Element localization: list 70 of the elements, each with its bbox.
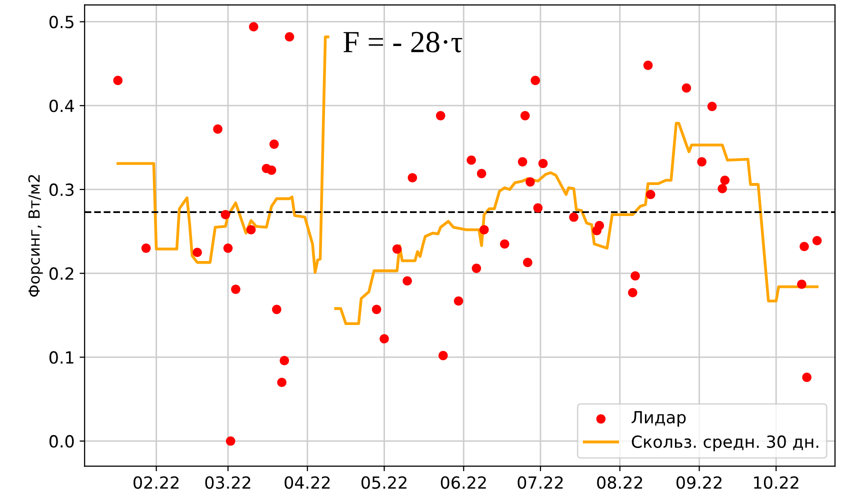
point [277, 378, 286, 388]
point [226, 436, 236, 446]
x-tick-label: 06.22 [440, 476, 486, 489]
x-tick-label: 08.22 [597, 476, 642, 489]
point [438, 350, 448, 360]
point [472, 264, 482, 273]
x-tick-label: 04.22 [284, 476, 330, 489]
point [479, 225, 489, 234]
point [628, 288, 638, 298]
y-axis-title: Форсинг, Вт/м2 [28, 175, 43, 297]
point [802, 372, 812, 382]
y-tick-label: 0.0 [49, 435, 74, 448]
point [718, 184, 727, 194]
y-tick-label: 0.5 [49, 16, 74, 28]
point [594, 220, 604, 230]
point [797, 280, 806, 289]
point [707, 102, 717, 112]
point [569, 212, 578, 222]
point [454, 296, 464, 306]
point [246, 225, 256, 234]
point [231, 284, 240, 294]
point [220, 210, 230, 220]
point [526, 177, 535, 187]
point [518, 157, 528, 166]
x-tick-label: 07.22 [518, 476, 563, 489]
point [682, 83, 692, 93]
point [266, 166, 276, 175]
point [380, 334, 389, 344]
point [436, 111, 446, 120]
point [476, 168, 486, 178]
point [408, 173, 418, 182]
point [530, 76, 540, 86]
point [646, 190, 656, 200]
point [812, 236, 822, 246]
point [538, 158, 548, 168]
annotation: F = - 28·τ [344, 32, 462, 52]
x-tick-label: 05.22 [361, 476, 406, 489]
point [466, 155, 476, 165]
point [520, 111, 530, 120]
point [643, 60, 653, 70]
point [800, 242, 809, 252]
point [141, 244, 151, 253]
x-tick-label: 03.22 [205, 476, 250, 489]
point [392, 244, 402, 254]
point [223, 244, 233, 253]
point [192, 248, 202, 258]
point [272, 304, 282, 314]
point [113, 76, 123, 86]
point [523, 258, 532, 268]
point [284, 32, 294, 42]
point [500, 239, 510, 249]
x-tick-label: 02.22 [134, 476, 178, 489]
y-tick-label: 0.3 [49, 183, 74, 196]
y-tick-label: 0.1 [49, 351, 74, 364]
point [533, 203, 543, 213]
point [720, 176, 730, 185]
point [697, 157, 706, 166]
y-tick-label: 0.4 [49, 100, 74, 112]
point [402, 276, 412, 286]
y-tick-label: 0.2 [49, 267, 74, 280]
point [269, 140, 279, 149]
x-tick-label: 09.22 [676, 476, 722, 489]
point [280, 356, 290, 366]
point [213, 124, 222, 134]
legend-label: Лидар [632, 411, 686, 427]
point [630, 271, 640, 281]
x-tick-label: 10.22 [754, 476, 798, 489]
point [372, 304, 382, 314]
legend-label: Скольз. средн. 30 дн. [632, 435, 818, 452]
point [248, 22, 258, 32]
